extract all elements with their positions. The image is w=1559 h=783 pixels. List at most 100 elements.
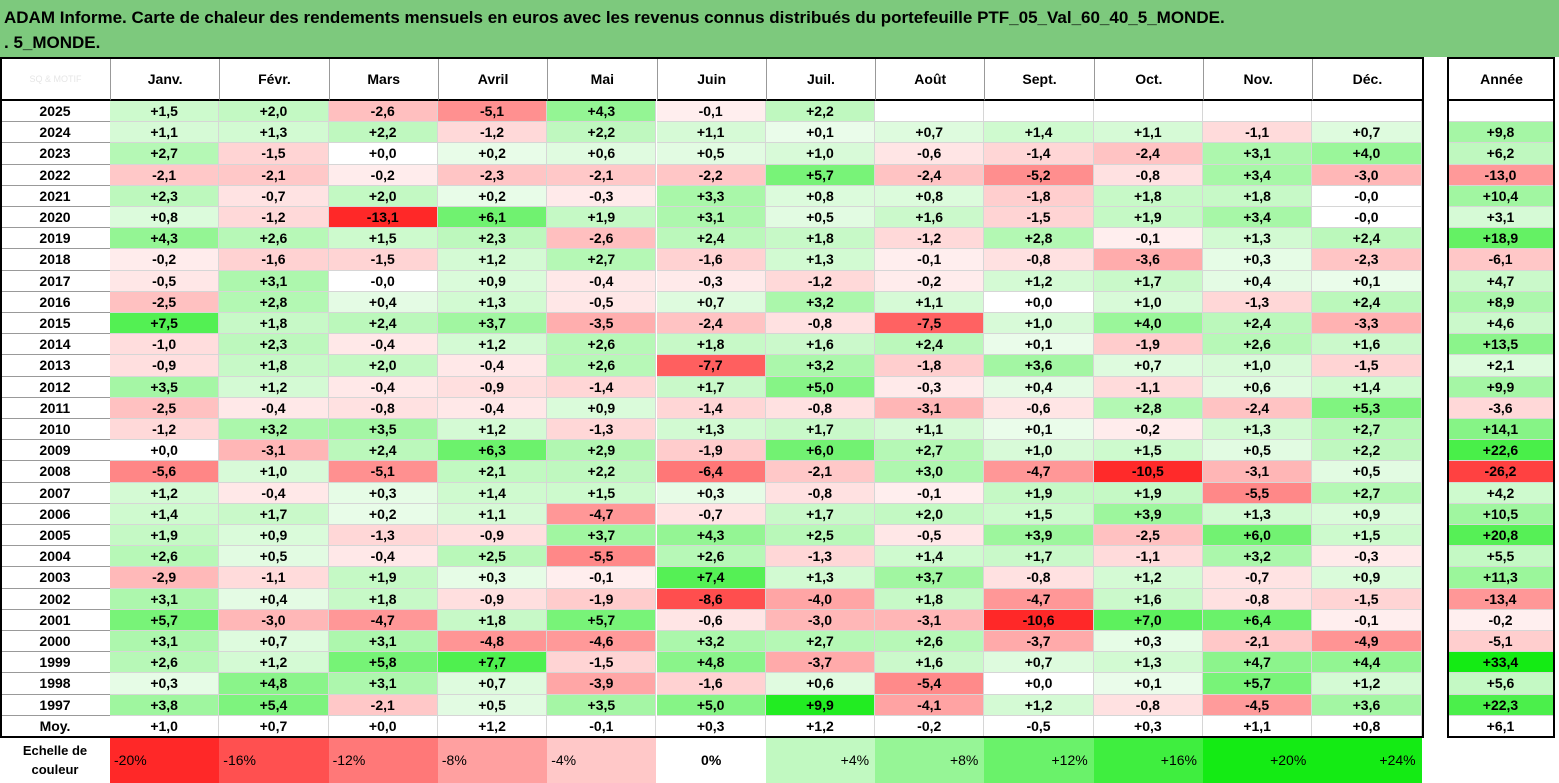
heatmap-cell: +2,6 — [110, 652, 220, 674]
heatmap-cell: +9,9 — [765, 694, 876, 716]
heatmap-cell: +2,1 — [437, 461, 548, 483]
heatmap-cell: +1,3 — [1203, 419, 1313, 441]
column-header: Janv. — [110, 57, 220, 101]
annual-cell: +4,2 — [1447, 482, 1555, 504]
heatmap-cell: -4,1 — [875, 694, 985, 716]
heatmap-cell: -3,9 — [547, 673, 657, 695]
annual-cell: +5,6 — [1447, 673, 1555, 695]
heatmap-cell: +1,1 — [437, 503, 548, 525]
heatmap-cell: +2,5 — [437, 546, 548, 568]
heatmap-cell: +1,5 — [1312, 525, 1422, 547]
heatmap-cell: -5,1 — [437, 101, 548, 123]
heatmap-cell: +5,4 — [219, 694, 329, 716]
heatmap-cell: +2,7 — [875, 440, 985, 462]
year-label: 2010 — [0, 419, 110, 441]
heatmap-cell: +1,0 — [1093, 291, 1203, 313]
heatmap-cell: +3,7 — [547, 525, 657, 547]
average-cell: +1,2 — [437, 715, 548, 737]
heatmap-cell: +0,2 — [437, 143, 548, 165]
column-header: Mai — [547, 57, 657, 101]
color-scale-step: +20% — [1203, 737, 1313, 783]
heatmap-cell: +1,9 — [1093, 207, 1203, 229]
heatmap-cell: +6,0 — [1203, 525, 1313, 547]
heatmap-cell: -0,1 — [875, 249, 985, 271]
annual-cell: -0,2 — [1447, 609, 1555, 631]
heatmap-cell: +0,9 — [1312, 503, 1422, 525]
heatmap-cell: +1,9 — [1093, 482, 1203, 504]
heatmap-cell: -1,1 — [219, 567, 329, 589]
heatmap-cell: +0,3 — [437, 567, 548, 589]
year-label: 2024 — [0, 122, 110, 144]
heatmap-cell: +3,1 — [110, 631, 220, 653]
heatmap-cell: -0,2 — [875, 270, 985, 292]
heatmap-cell: -1,3 — [1203, 291, 1313, 313]
heatmap-cell: +1,1 — [1093, 122, 1203, 144]
heatmap-cell: -4,9 — [1312, 631, 1422, 653]
year-label: 2016 — [0, 292, 110, 313]
report-title: ADAM Informe. Carte de chaleur des rende… — [0, 0, 1559, 57]
heatmap-cell: -0,0 — [328, 270, 438, 292]
column-header: Févr. — [219, 57, 329, 101]
heatmap-cell: +3,4 — [1203, 164, 1313, 186]
heatmap-cell: -10,6 — [984, 609, 1094, 631]
heatmap-cell: -2,1 — [219, 164, 329, 186]
heatmap-cell: +0,5 — [437, 694, 548, 716]
heatmap-cell: -2,3 — [437, 164, 548, 186]
heatmap-cell: -1,4 — [547, 376, 657, 398]
heatmap-cell: +0,9 — [437, 270, 548, 292]
heatmap-cell: -2,5 — [110, 397, 220, 419]
heatmap-cell: +0,5 — [765, 207, 876, 229]
heatmap-cell: +3,2 — [219, 419, 329, 441]
heatmap-cell: -3,1 — [875, 609, 985, 631]
heatmap-cell: +4,7 — [1203, 652, 1313, 674]
heatmap-cell: -0,9 — [437, 376, 548, 398]
year-label: 2002 — [0, 589, 110, 610]
year-label: 2008 — [0, 461, 110, 483]
heatmap-cell: +4,0 — [1312, 143, 1422, 165]
annual-cell: +33,4 — [1447, 652, 1555, 674]
heatmap-cell: -2,6 — [547, 228, 657, 250]
year-label: 2000 — [0, 631, 110, 653]
heatmap-cell: +1,1 — [875, 419, 985, 441]
annual-cell: +18,9 — [1447, 228, 1555, 250]
heatmap-cell: -0,4 — [328, 376, 438, 398]
heatmap-cell: +6,0 — [765, 440, 876, 462]
heatmap-cell: +2,4 — [1312, 228, 1422, 250]
heatmap-cell: -2,2 — [656, 164, 766, 186]
heatmap-cell: -5,1 — [328, 461, 438, 483]
column-header: Oct. — [1093, 57, 1203, 101]
year-label: 2013 — [0, 355, 110, 377]
heatmap-cell: -1,2 — [875, 228, 985, 250]
heatmap-cell: -0,9 — [110, 355, 220, 377]
heatmap-cell: +1,5 — [110, 101, 220, 123]
heatmap-cell: +0,3 — [656, 482, 766, 504]
heatmap-cell: +3,6 — [984, 355, 1094, 377]
year-label: 2004 — [0, 546, 110, 568]
heatmap-cell: -1,3 — [547, 419, 657, 441]
annual-cell: +22,3 — [1447, 694, 1555, 716]
heatmap-cell: +3,5 — [110, 376, 220, 398]
year-label: 2007 — [0, 483, 110, 504]
color-scale-step: +24% — [1312, 737, 1422, 783]
average-cell: -0,1 — [547, 715, 657, 737]
heatmap-cell: -0,3 — [875, 376, 985, 398]
heatmap-cell: -0,3 — [547, 185, 657, 207]
heatmap-cell: +0,6 — [765, 673, 876, 695]
heatmap-cell: -2,5 — [1093, 525, 1203, 547]
heatmap-cell: +2,4 — [1312, 291, 1422, 313]
heatmap-cell: -1,3 — [328, 525, 438, 547]
heatmap-cell: -0,9 — [437, 525, 548, 547]
heatmap-cell: -4,0 — [765, 588, 876, 610]
heatmap-cell — [1312, 101, 1422, 123]
heatmap-cell: +2,6 — [219, 228, 329, 250]
heatmap-cell: -0,1 — [1093, 228, 1203, 250]
heatmap-cell: +4,3 — [656, 525, 766, 547]
heatmap-cell: +0,1 — [765, 122, 876, 144]
heatmap-cell: +1,2 — [984, 694, 1094, 716]
heatmap-cell: +1,8 — [1203, 185, 1313, 207]
heatmap-cell: -10,5 — [1093, 461, 1203, 483]
heatmap-cell: -0,8 — [984, 567, 1094, 589]
heatmap-cell: -1,4 — [656, 397, 766, 419]
color-scale-step: +12% — [984, 737, 1094, 783]
heatmap-cell: +1,0 — [984, 313, 1094, 335]
